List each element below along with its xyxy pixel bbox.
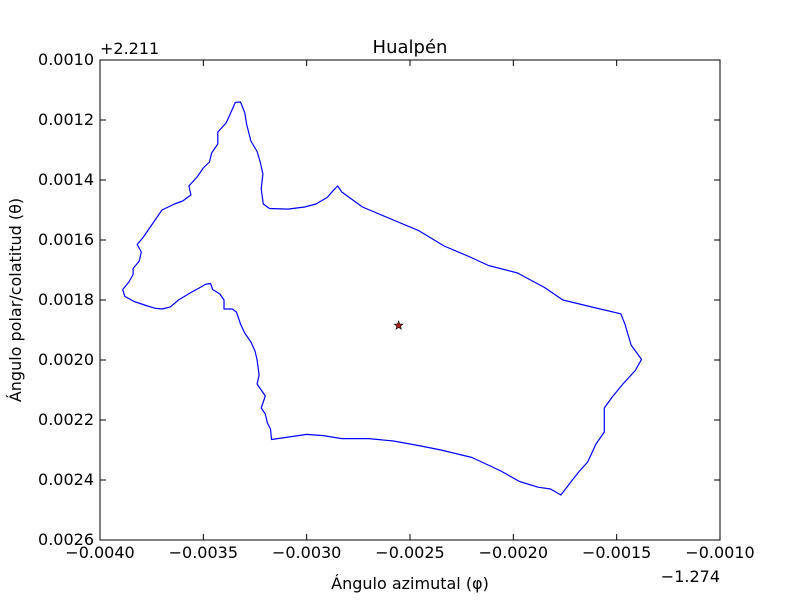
plot-area [100,60,720,540]
y-tick-label: 0.0024 [38,470,94,489]
series-outline-0 [122,101,643,496]
x-offset-label: −1.274 [661,567,720,586]
y-tick-label: 0.0020 [38,350,94,369]
x-tick-label: −0.0020 [479,543,548,562]
outline-layer [122,101,643,496]
y-offset-label: +2.211 [100,39,159,58]
x-tick-label: −0.0015 [582,543,651,562]
y-tick-label: 0.0012 [38,110,94,129]
x-tick-label: −0.0035 [169,543,238,562]
y-tick-label: 0.0022 [38,410,94,429]
y-tick-label: 0.0016 [38,230,94,249]
x-tick-label: −0.0030 [272,543,341,562]
y-tick-label: 0.0010 [38,50,94,69]
y-tick-label: 0.0026 [38,530,94,549]
x-tick-label: −0.0025 [375,543,444,562]
y-tick-label: 0.0014 [38,170,94,189]
marker-layer [393,320,404,330]
y-axis-ticks: 0.0010 0.0012 0.0014 0.0016 0.0018 0.0020 0.00… [38,50,720,549]
y-tick-label: 0.0018 [38,290,94,309]
x-axis-label: Ángulo azimutal (φ) [331,574,489,593]
x-tick-label: −0.0010 [685,543,754,562]
x-tick-label: −0.0040 [65,543,134,562]
x-axis-ticks: −0.0040 −0.0035 −0.0030 −0.0025 −0.0020 −0.00… [65,60,755,562]
chart-title: Hualpén [373,37,448,58]
centroid-star-marker [393,320,404,330]
y-axis-label: Ángulo polar/colatitud (θ) [6,198,25,402]
